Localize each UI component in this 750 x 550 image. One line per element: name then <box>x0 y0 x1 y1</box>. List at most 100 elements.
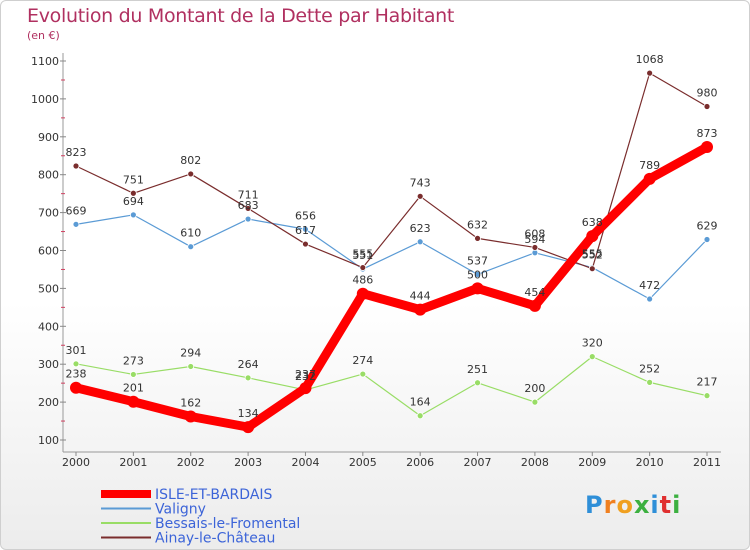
x-tick-label: 2000 <box>62 456 90 469</box>
y-tick-label: 700 <box>38 207 59 220</box>
data-point <box>531 398 539 406</box>
data-point <box>302 225 309 233</box>
data-label: 555 <box>582 248 603 261</box>
data-point <box>703 392 711 400</box>
data-point <box>646 69 654 77</box>
data-point <box>356 287 369 300</box>
data-label: 134 <box>238 407 259 420</box>
series-line <box>75 72 708 270</box>
data-point <box>359 370 367 378</box>
data-point <box>242 421 255 434</box>
data-point <box>244 205 252 212</box>
y-tick-label: 200 <box>38 396 59 409</box>
data-label: 711 <box>238 188 259 201</box>
data-point <box>646 378 654 386</box>
data-label: 551 <box>352 249 373 262</box>
data-point <box>416 412 424 420</box>
data-point <box>187 170 195 178</box>
data-label: 162 <box>180 397 201 410</box>
data-label: 301 <box>66 344 87 357</box>
data-point <box>187 363 195 370</box>
data-label: 238 <box>66 368 87 381</box>
y-tick-label: 100 <box>38 434 59 447</box>
data-label: 683 <box>238 199 259 212</box>
data-point <box>643 172 656 185</box>
data-label: 294 <box>180 346 201 359</box>
data-point <box>416 238 424 246</box>
data-point <box>474 379 481 387</box>
chart-unit-label: (en €) <box>27 29 60 42</box>
data-label: 694 <box>123 195 144 208</box>
data-label: 251 <box>467 363 488 376</box>
data-label: 472 <box>639 279 660 292</box>
logo-letter: x <box>633 491 651 519</box>
y-tick-label: 400 <box>38 320 59 333</box>
chart-title: Evolution du Montant de la Dette par Hab… <box>27 5 455 27</box>
data-label: 608 <box>524 227 545 240</box>
x-tick-label: 2003 <box>234 456 262 469</box>
data-label: 743 <box>410 176 431 189</box>
data-point <box>646 295 654 303</box>
data-point <box>701 141 713 154</box>
x-tick-label: 2004 <box>291 456 319 469</box>
data-point <box>416 192 424 200</box>
data-label: 789 <box>639 159 660 172</box>
data-point <box>299 382 312 395</box>
data-point <box>244 374 252 382</box>
data-point <box>244 215 252 223</box>
data-label: 555 <box>352 248 373 261</box>
data-point <box>474 270 481 278</box>
logo-letter: t <box>659 491 673 519</box>
data-label: 252 <box>639 362 660 375</box>
y-tick-label: 900 <box>38 131 59 144</box>
series-line <box>71 142 712 432</box>
logo-letter: P <box>585 491 604 519</box>
data-point <box>302 240 309 248</box>
y-tick-label: 500 <box>38 282 59 295</box>
logo-letter: i <box>650 491 660 519</box>
data-point <box>471 282 484 295</box>
data-label: 164 <box>410 396 431 409</box>
x-tick-label: 2002 <box>177 456 205 469</box>
x-tick-label: 2010 <box>636 456 664 469</box>
data-point <box>414 303 427 316</box>
data-label: 1068 <box>636 53 664 66</box>
data-point <box>72 162 80 170</box>
data-point <box>72 360 80 368</box>
data-label: 823 <box>66 146 87 159</box>
data-label: 610 <box>180 227 201 240</box>
data-label: 264 <box>238 358 259 371</box>
data-point <box>703 103 711 110</box>
data-label: 638 <box>582 216 603 229</box>
data-point <box>184 410 197 423</box>
data-point <box>187 243 195 251</box>
data-point <box>474 234 481 242</box>
data-label: 237 <box>295 368 316 381</box>
series-line <box>75 214 708 300</box>
data-point <box>127 395 140 408</box>
data-label: 320 <box>582 337 603 350</box>
x-tick-label: 2007 <box>464 456 492 469</box>
data-point <box>703 236 711 243</box>
y-tick-label: 1100 <box>31 55 59 68</box>
data-label: 552 <box>582 249 603 262</box>
legend-label: ISLE-ET-BARDAIS <box>155 487 273 503</box>
data-label: 537 <box>467 254 488 267</box>
data-point <box>129 371 137 378</box>
data-label: 623 <box>410 222 431 235</box>
data-label: 629 <box>697 220 718 233</box>
x-tick-label: 2008 <box>521 456 549 469</box>
data-label: 656 <box>295 209 316 222</box>
data-label: 669 <box>66 204 87 217</box>
data-label: 980 <box>697 86 718 99</box>
legend-label: Valigny <box>155 502 206 518</box>
logo-letter: r <box>603 491 617 519</box>
data-label: 273 <box>123 354 144 367</box>
y-tick-label: 1000 <box>31 93 59 106</box>
data-label: 594 <box>524 233 545 246</box>
data-point <box>588 353 596 361</box>
legend-label: Ainay-le-Château <box>155 531 275 547</box>
data-label: 274 <box>352 354 373 367</box>
logo-letter: i <box>672 491 682 519</box>
